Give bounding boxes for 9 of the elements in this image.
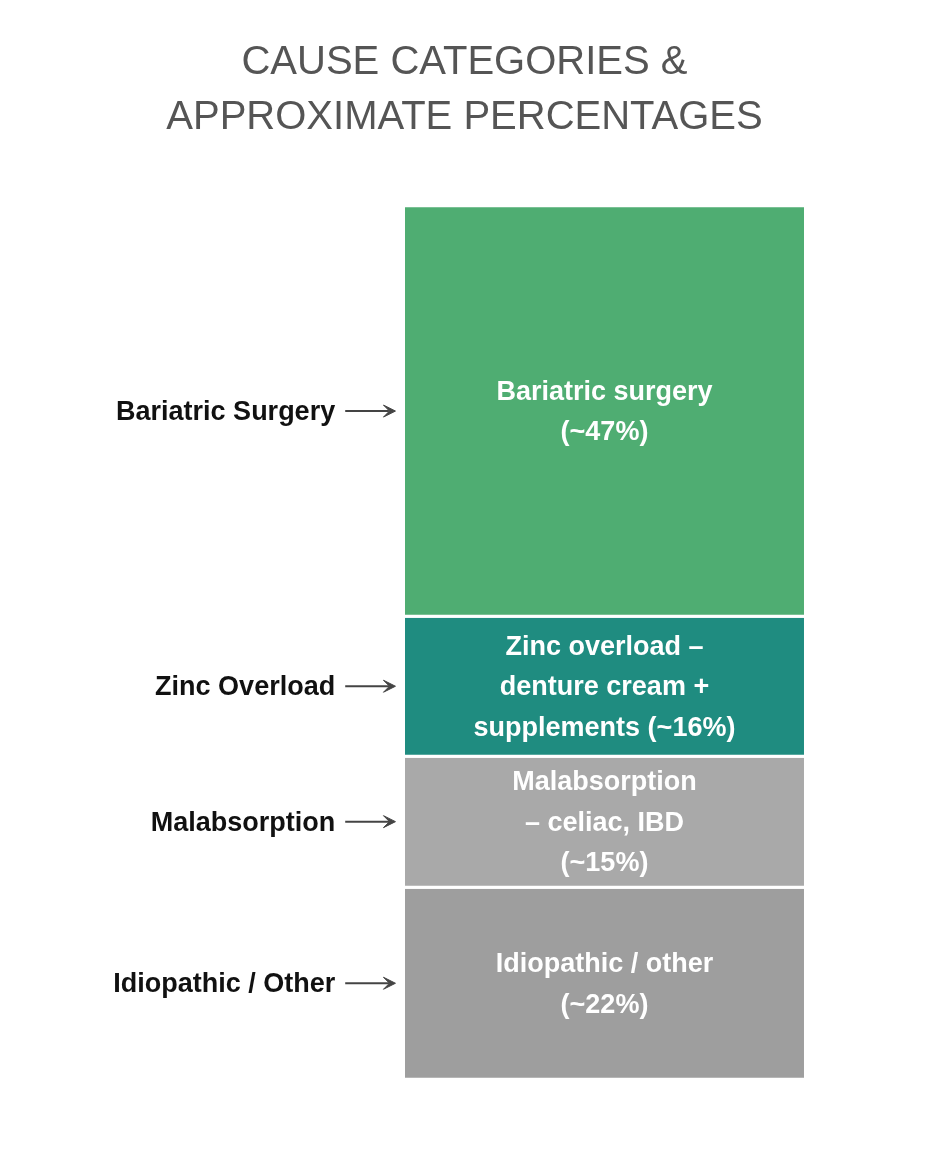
data-label: Malabsorption – celiac, IBD (~15%) bbox=[512, 766, 697, 878]
chart-title: CAUSE CATEGORIES & APPROXIMATE PERCENTAGES bbox=[166, 38, 763, 138]
text: Malabsorption bbox=[150, 806, 336, 837]
text: Bariatric Surgery bbox=[116, 396, 336, 427]
data-label: Zinc overload – denture cream + supplements (~16%) bbox=[473, 630, 736, 742]
text: Zinc Overload bbox=[155, 671, 336, 702]
data-label: Idiopathic / other (~22%) bbox=[495, 948, 714, 1019]
text: Idiopathic / Other bbox=[113, 968, 336, 999]
data-label: Bariatric surgery (~47%) bbox=[496, 375, 713, 447]
